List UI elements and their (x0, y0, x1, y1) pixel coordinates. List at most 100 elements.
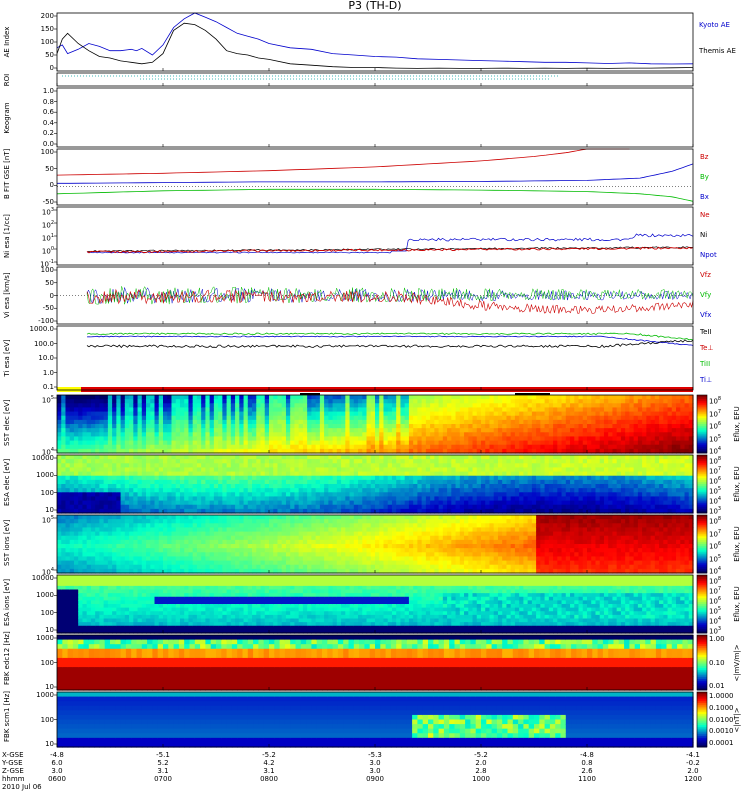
heatmap-cell (243, 440, 249, 446)
heatmap-cell (273, 419, 279, 425)
heatmap-cell (146, 419, 151, 425)
heatmap-cell (370, 440, 376, 446)
heatmap-cell (315, 419, 321, 425)
heatmap-cell (222, 448, 228, 454)
heatmap-cell (184, 424, 190, 429)
heatmap-cell (298, 432, 304, 438)
heatmap-cell (137, 436, 143, 442)
heatmap-cell (222, 428, 228, 433)
heatmap-cell (230, 399, 236, 404)
heatmap-cell (302, 403, 308, 409)
heatmap-cell (163, 395, 168, 400)
heatmap-cell (375, 432, 380, 438)
heatmap-cell (230, 411, 236, 417)
heatmap-cell (252, 428, 257, 433)
heatmap-cell (57, 436, 62, 442)
heatmap-cell (366, 419, 372, 425)
heatmap-cell (277, 424, 283, 429)
heatmap-cell (141, 399, 147, 404)
heatmap-cell (294, 444, 300, 450)
heatmap-cell (196, 411, 202, 417)
heatmap-cell (353, 432, 359, 438)
heatmap-cell (243, 411, 249, 417)
heatmap-cell (370, 411, 376, 417)
heatmap-cell (235, 440, 240, 446)
heatmap-cell (141, 407, 147, 413)
heatmap-cell (196, 395, 202, 400)
heatmap-cell (353, 407, 359, 413)
heatmap-cell (273, 411, 279, 417)
heatmap-cell (285, 440, 291, 446)
heatmap-cell (226, 424, 232, 429)
heatmap-cell (319, 448, 325, 454)
heatmap-cell (141, 403, 147, 409)
heatmap-cell (353, 415, 359, 421)
heatmap-cell (82, 415, 88, 421)
heatmap-cell (260, 403, 266, 409)
heatmap-cell (285, 428, 291, 433)
heatmap-cell (226, 444, 232, 450)
heatmap-cell (222, 436, 228, 442)
heatmap-cell (311, 395, 317, 400)
heatmap-cell (243, 395, 249, 400)
heatmap-cell (353, 399, 359, 404)
heatmap-cell (362, 411, 368, 417)
heatmap-cell (95, 411, 100, 417)
heatmap-cell (307, 403, 312, 409)
heatmap-cell (65, 448, 71, 454)
heatmap-cell (184, 403, 190, 409)
heatmap-cell (184, 428, 190, 433)
heatmap-cell (112, 444, 117, 450)
heatmap-cell (345, 448, 351, 454)
heatmap-cell (294, 415, 300, 421)
heatmap-cell (252, 448, 257, 454)
heatmap-cell (129, 415, 134, 421)
heatmap-cell (69, 395, 75, 400)
heatmap-cell (103, 448, 109, 454)
heatmap-cell (264, 399, 270, 404)
heatmap-cell (65, 432, 71, 438)
heatmap-cell (260, 407, 266, 413)
heatmap-cell (112, 448, 117, 454)
heatmap-cell (82, 419, 88, 425)
heatmap-cell (243, 407, 249, 413)
heatmap-cell (209, 440, 215, 446)
heatmap-cell (184, 419, 190, 425)
heatmap-cell (324, 424, 329, 429)
heatmap-cell (239, 399, 245, 404)
heatmap-cell (302, 424, 308, 429)
heatmap-cell (218, 424, 223, 429)
heatmap-cell (256, 448, 262, 454)
heatmap-cell (124, 407, 130, 413)
heatmap-cell (188, 444, 194, 450)
heatmap-cell (167, 395, 173, 400)
heatmap-cell (235, 399, 240, 404)
heatmap-cell (264, 395, 270, 400)
heatmap-cell (328, 432, 334, 438)
heatmap-cell (328, 428, 334, 433)
heatmap-cell (209, 419, 215, 425)
heatmap-cell (298, 419, 304, 425)
heatmap-cell (82, 448, 88, 454)
heatmap-cell (163, 444, 168, 450)
heatmap-cell (235, 395, 240, 400)
heatmap-cell (358, 411, 363, 417)
heatmap-cell (112, 424, 117, 429)
heatmap-cell (252, 403, 257, 409)
heatmap-cell (120, 403, 126, 409)
heatmap-cell (226, 411, 232, 417)
heatmap-cell (239, 444, 245, 450)
heatmap-cell (315, 440, 321, 446)
heatmap-cell (107, 448, 113, 454)
heatmap-cell (133, 415, 139, 421)
heatmap-cell (311, 424, 317, 429)
heatmap-cell (57, 407, 62, 413)
heatmap-cell (239, 411, 245, 417)
heatmap-cell (269, 428, 274, 433)
heatmap-cell (239, 432, 245, 438)
heatmap-cell (192, 395, 198, 400)
heatmap-cell (188, 407, 194, 413)
heatmap-cell (269, 407, 274, 413)
heatmap-cell (298, 424, 304, 429)
heatmap-cell (358, 407, 363, 413)
